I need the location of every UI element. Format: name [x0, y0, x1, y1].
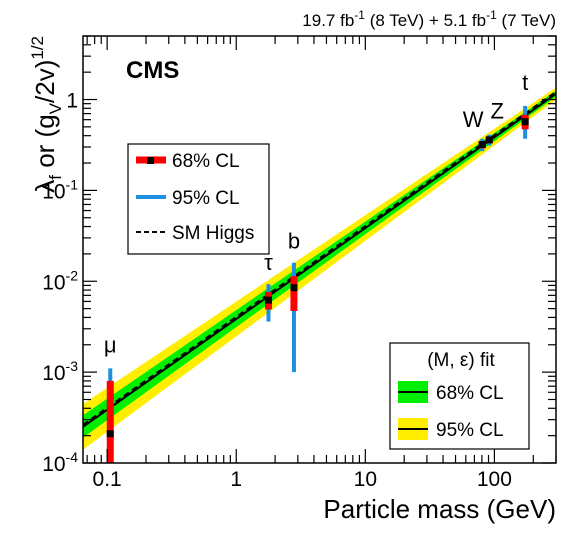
legend-68-cl-swatch-marker	[147, 157, 154, 164]
legend-band-68-label: 68% CL	[436, 383, 504, 404]
point-1-marker	[264, 296, 272, 304]
legend-right: (M, ε) fit 68% CL 95% CL	[389, 342, 530, 450]
plot-frame	[82, 35, 557, 464]
y-axis-label: λf or (gV/2v)1/2	[28, 36, 65, 193]
axis-ticks	[83, 35, 557, 464]
fit-central-line	[83, 93, 556, 428]
y-tick-label-2: 10-2	[42, 267, 78, 294]
y-tick-label-0: 10-4	[42, 449, 78, 476]
fit-lines	[83, 91, 556, 428]
x-tick-label-0: 0.1	[93, 468, 122, 491]
x-tick-label-3: 100	[477, 468, 512, 491]
point-0-marker	[106, 430, 114, 438]
particle-labels: μ τb W Zt	[104, 70, 528, 357]
point-5-marker	[521, 118, 529, 126]
x-tick-label-1: 1	[230, 468, 242, 491]
x-axis-label: Particle mass (GeV)	[323, 494, 556, 524]
legend-left: 68% CL 95% CL SM Higgs	[127, 143, 270, 255]
particle-label-0: μ	[104, 332, 117, 357]
legend-band-95-label: 95% CL	[436, 420, 504, 441]
particle-label-1: τ	[264, 250, 273, 275]
legend-68-cl-label: 68% CL	[172, 151, 240, 172]
data-points	[106, 105, 529, 463]
particle-label-5: t	[522, 70, 528, 95]
particle-label-3: W	[463, 107, 484, 132]
y-tick-label-4: 1	[66, 90, 78, 113]
legend-sm-higgs-label: SM Higgs	[172, 223, 254, 244]
y-tick-label-1: 10-3	[42, 358, 78, 385]
x-tick-label-2: 10	[354, 468, 377, 491]
legend-right-title: (M, ε) fit	[427, 350, 495, 371]
point-4-marker	[485, 136, 493, 144]
point-2-marker	[290, 284, 298, 292]
cms-label: CMS	[126, 57, 179, 84]
particle-label-2: b	[288, 229, 300, 254]
sm-higgs-line	[83, 91, 556, 426]
particle-label-4: Z	[491, 99, 504, 124]
legend-95-cl-label: 95% CL	[172, 188, 240, 209]
header-luminosity: 19.7 fb-1 (8 TeV) + 5.1 fb-1 (7 TeV)	[302, 8, 556, 30]
tick-labels: 0.1 1 10 100 10-4 10-3 10-2 10-1 1	[42, 90, 512, 491]
y-tick-label-3: 10-1	[42, 176, 78, 203]
point-3-marker	[478, 140, 486, 148]
